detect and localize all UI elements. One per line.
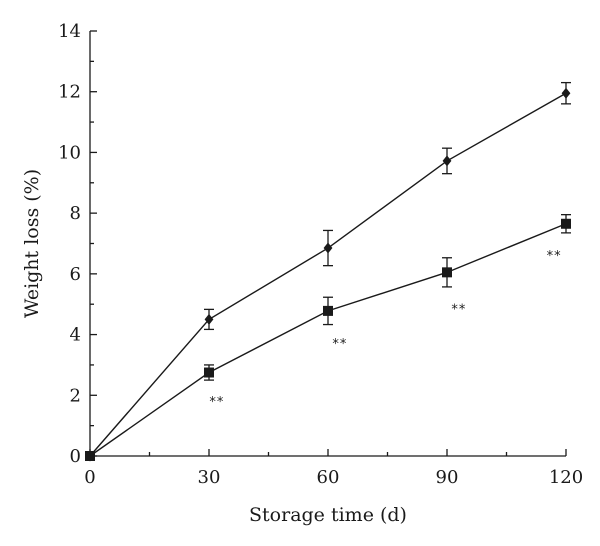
series-layer	[85, 81, 571, 462]
y-tick-label-12: 12	[58, 82, 81, 103]
y-tick-label-4: 4	[70, 325, 81, 346]
y-axis-title: Weight loss (%)	[21, 169, 43, 318]
x-tick-label-0: 0	[84, 467, 95, 488]
y-tick-label-14: 14	[58, 21, 81, 42]
y-tick-label-10: 10	[58, 142, 81, 163]
significance-mark: **	[209, 395, 224, 410]
square-marker	[204, 367, 214, 378]
diamond-marker	[561, 87, 571, 99]
square-marker	[442, 267, 452, 278]
y-tick-label-6: 6	[70, 264, 81, 285]
series-1	[85, 81, 571, 462]
x-tick-label-30: 30	[198, 467, 221, 488]
y-tick-label-2: 2	[70, 385, 81, 406]
series-1-line	[89, 92, 567, 457]
significance-mark: **	[451, 302, 466, 317]
diamond-marker	[323, 242, 333, 254]
axes: 0 2 4 6 8 10 12 14 0 30 60 90 120	[58, 21, 583, 488]
significance-mark: **	[332, 337, 347, 352]
x-axis-title: Storage time (d)	[249, 504, 407, 526]
diamond-marker	[442, 155, 452, 167]
x-tick-label-120: 120	[549, 467, 583, 488]
diamond-marker	[204, 313, 214, 325]
y-tick-label-8: 8	[70, 203, 81, 224]
annotation-layer: ** ** ** **	[209, 249, 562, 410]
significance-mark: **	[547, 249, 562, 264]
y-tick-label-0: 0	[70, 446, 81, 467]
x-tick-label-90: 90	[436, 467, 459, 488]
square-marker	[85, 451, 95, 461]
square-marker	[561, 218, 571, 229]
x-tick-label-60: 60	[317, 467, 340, 488]
square-marker	[323, 305, 333, 316]
series-2	[85, 214, 571, 461]
